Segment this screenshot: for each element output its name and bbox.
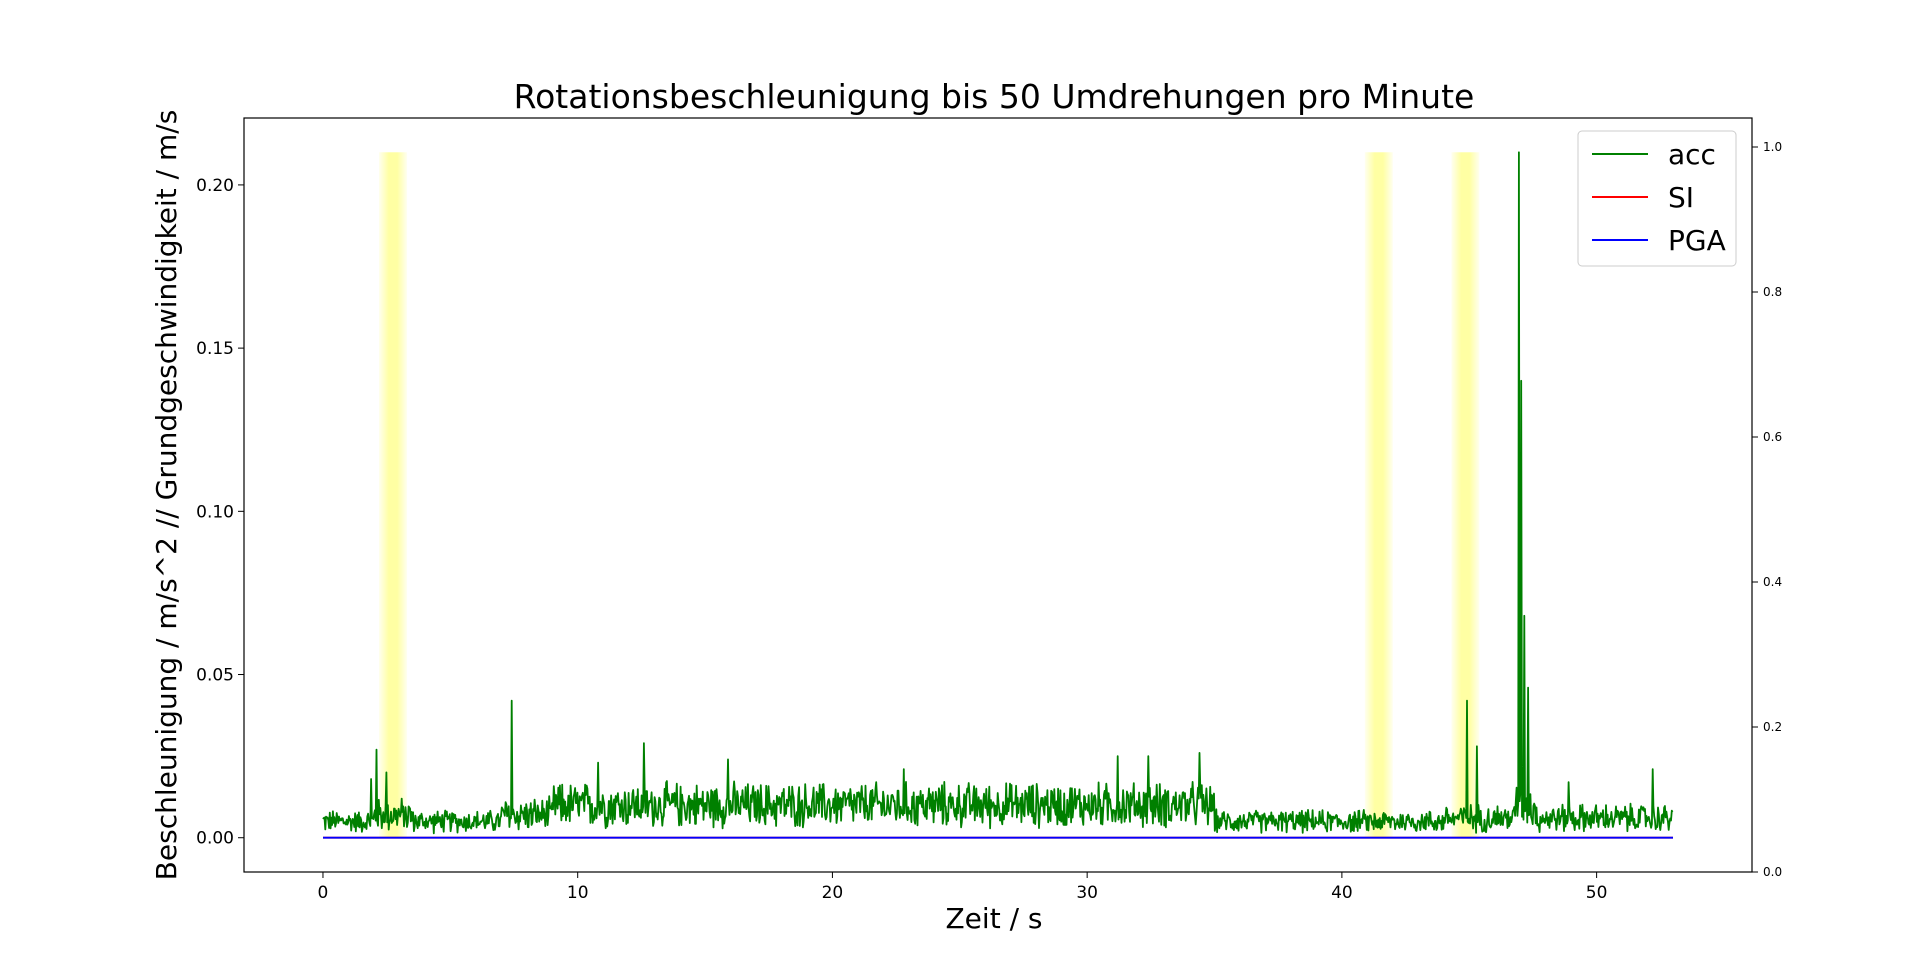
x-tick-label: 0	[318, 883, 329, 903]
x-tick-label: 30	[1076, 883, 1098, 903]
plot-frame	[243, 117, 1753, 873]
y2-tick-label: 0.4	[1763, 575, 1782, 589]
y-axis: 0.00 0.05 0.10 0.15 0.20	[196, 176, 244, 849]
y2-tick-label: 0.0	[1763, 865, 1782, 879]
x-tick-label: 20	[822, 883, 844, 903]
highlight-bands	[379, 152, 1480, 838]
y-tick-label: 0.10	[196, 502, 234, 522]
highlight-band-2	[1364, 152, 1393, 838]
y2-tick-label: 0.2	[1763, 720, 1782, 734]
y2-tick-label: 0.8	[1763, 285, 1782, 299]
y-tick-label: 0.00	[196, 829, 234, 849]
legend-label-pga: PGA	[1668, 224, 1726, 257]
highlight-band-1	[379, 152, 408, 838]
y-tick-label: 0.15	[196, 339, 234, 359]
series-line-acc	[322, 151, 1674, 835]
y2-axis: 0.0 0.2 0.4 0.6 0.8 1.0	[1752, 140, 1782, 879]
x-tick-label: 40	[1331, 883, 1353, 903]
y-tick-label: 0.05	[196, 666, 234, 686]
x-tick-label: 50	[1586, 883, 1608, 903]
chart-title: Rotationsbeschleunigung bis 50 Umdrehung…	[514, 77, 1475, 116]
highlight-band-3	[1451, 152, 1480, 838]
legend-frame	[1577, 130, 1737, 267]
x-tick-label: 10	[567, 883, 589, 903]
y-axis-label: Beschleunigung / m/s^2 // Grundgeschwind…	[150, 110, 183, 881]
x-axis-label: Zeit / s	[946, 902, 1043, 935]
x-axis: 0 10 20 30 40 50	[318, 872, 1608, 903]
legend: acc SI PGA	[1577, 130, 1737, 267]
y-tick-label: 0.20	[196, 176, 234, 196]
y2-tick-label: 1.0	[1763, 140, 1782, 154]
legend-label-si: SI	[1668, 181, 1694, 214]
legend-label-acc: acc	[1668, 138, 1716, 171]
y2-tick-label: 0.6	[1763, 430, 1782, 444]
series-layer	[322, 151, 1674, 839]
